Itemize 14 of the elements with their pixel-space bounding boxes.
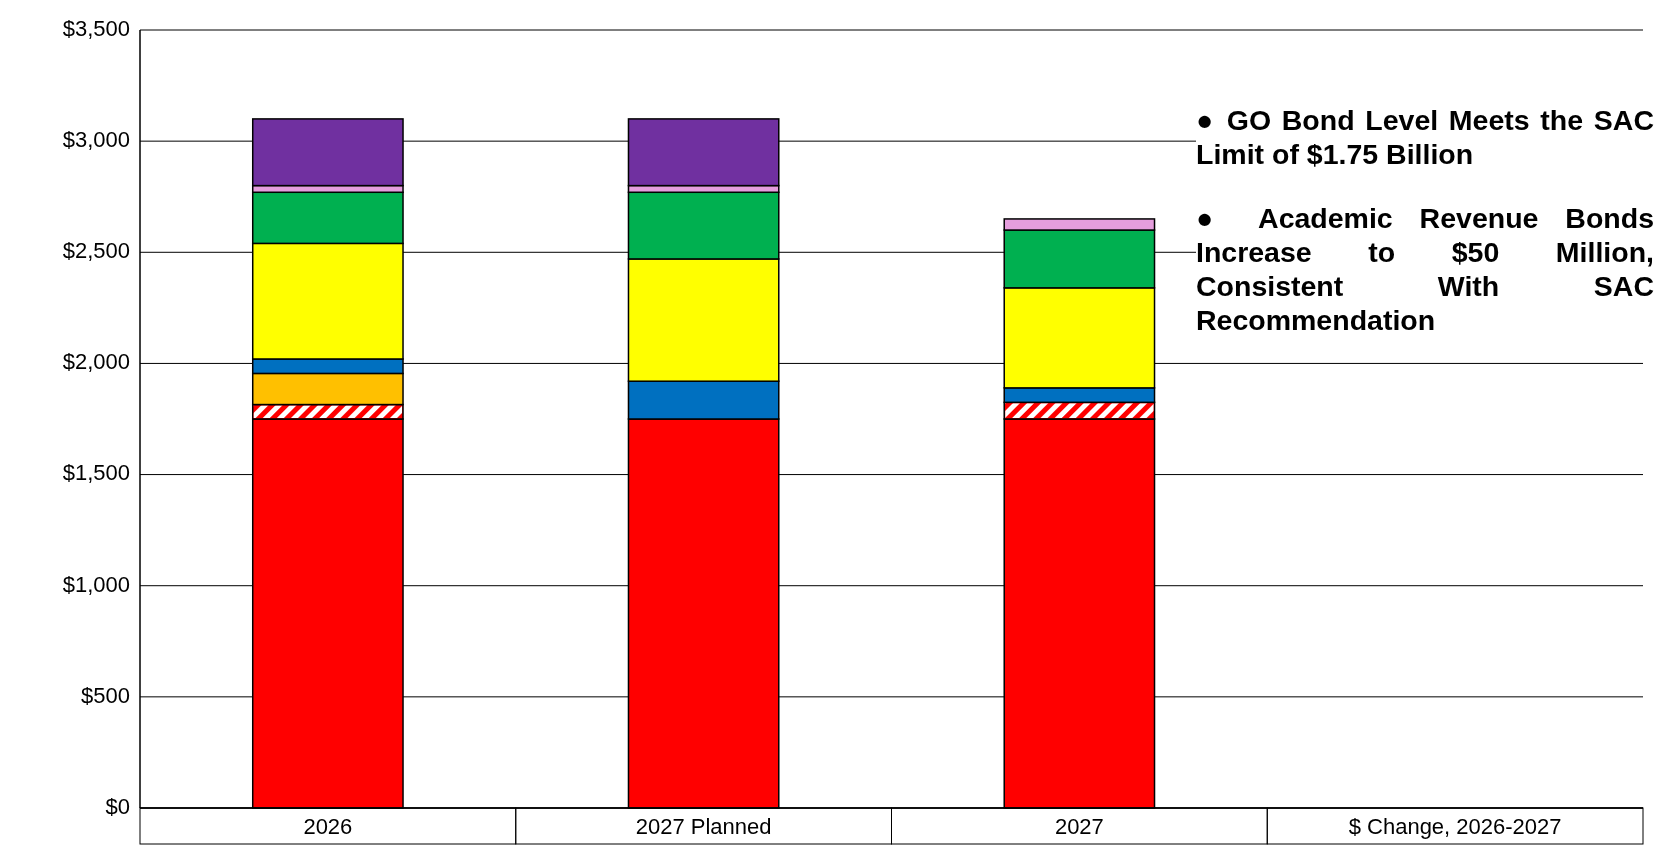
y-tick-label: $2,500 xyxy=(62,238,130,264)
x-tick-label: 2027 xyxy=(1054,814,1104,839)
x-tick-label: 2026 xyxy=(303,814,353,839)
x-tick-label: $ Change, 2026-2027 xyxy=(1348,814,1562,839)
y-tick-label: $3,000 xyxy=(62,126,130,152)
y-tick-label: $500 xyxy=(81,682,130,708)
y-tick-label: $1,500 xyxy=(62,460,130,486)
y-tick-label: $0 xyxy=(105,793,130,819)
x-tick-label: 2027 Planned xyxy=(635,814,772,839)
annotation: ● GO Bond Level Meets the SAC Limit of $1.75 Billion xyxy=(1196,103,1654,171)
y-tick-label: $3,500 xyxy=(62,15,130,41)
y-tick-label: $2,000 xyxy=(62,349,130,375)
y-tick-label: $1,000 xyxy=(62,571,130,597)
annotation: ● Academic Revenue Bonds Increase to $50 Million, Consistent With SAC Recommendation xyxy=(1196,201,1654,337)
